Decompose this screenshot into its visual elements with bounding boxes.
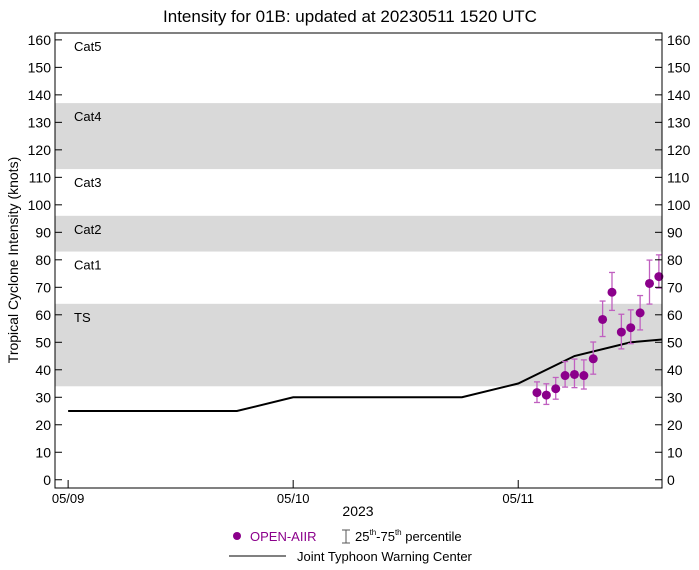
y-tick-label-right: 160 (667, 32, 691, 48)
y-tick-label-left: 20 (35, 417, 51, 433)
y-tick-label-left: 90 (35, 224, 51, 240)
category-label-cat3: Cat3 (74, 175, 101, 190)
y-tick-label-left: 160 (28, 32, 52, 48)
open-aiir-point (644, 278, 654, 288)
y-tick-label-right: 150 (667, 59, 691, 75)
y-tick-label-right: 120 (667, 142, 691, 158)
x-tick-label: 05/10 (277, 491, 310, 506)
y-tick-label-right: 20 (667, 417, 683, 433)
y-tick-label-left: 60 (35, 307, 51, 323)
y-tick-label-left: 130 (28, 114, 52, 130)
x-axis-label: 2023 (342, 503, 373, 519)
y-tick-label-right: 110 (667, 169, 690, 185)
y-tick-label-left: 100 (28, 197, 52, 213)
plot-frame (54, 32, 663, 489)
y-tick-label-left: 30 (35, 389, 51, 405)
open-aiir-point (616, 327, 626, 337)
y-tick-label-left: 70 (35, 279, 51, 295)
y-tick-label-right: 140 (667, 87, 691, 103)
open-aiir-point (607, 287, 617, 297)
category-label-ts: TS (74, 310, 91, 325)
y-tick-label-right: 70 (667, 279, 683, 295)
y-tick-label-right: 100 (667, 197, 691, 213)
y-tick-label-right: 80 (667, 252, 683, 268)
open-aiir-point (598, 314, 608, 324)
open-aiir-point (654, 272, 664, 282)
y-tick-label-right: 130 (667, 114, 691, 130)
legend: OPEN-AIIR 25th-75th percentile Joint Typ… (229, 528, 473, 564)
band-cat2 (55, 215, 662, 252)
legend-percentile-icon (342, 529, 350, 544)
legend-open-aiir-label: OPEN-AIIR (250, 529, 316, 544)
category-label-cat4: Cat4 (74, 109, 101, 124)
open-aiir-point (532, 388, 542, 398)
y-tick-label-left: 10 (35, 444, 51, 460)
open-aiir-point (551, 384, 561, 394)
y-tick-label-right: 50 (667, 334, 683, 350)
y-tick-label-left: 40 (35, 362, 51, 378)
y-tick-label-left: 150 (28, 59, 52, 75)
open-aiir-point (579, 371, 589, 381)
error-bar (655, 254, 662, 289)
chart-title: Intensity for 01B: updated at 20230511 1… (163, 7, 537, 26)
category-label-cat5: Cat5 (74, 39, 101, 54)
y-tick-label-left: 80 (35, 252, 51, 268)
y-tick-label-left: 120 (28, 142, 52, 158)
y-tick-label-right: 10 (667, 444, 683, 460)
band-cat4 (55, 103, 662, 170)
y-axis-label: Tropical Cyclone Intensity (knots) (5, 157, 21, 363)
legend-jtwc-label: Joint Typhoon Warning Center (297, 549, 473, 564)
category-label-cat2: Cat2 (74, 222, 101, 237)
open-aiir-point (541, 390, 551, 400)
y-tick-label-right: 0 (667, 472, 675, 488)
y-tick-label-right: 90 (667, 224, 683, 240)
y-tick-label-right: 30 (667, 389, 683, 405)
open-aiir-point (588, 354, 598, 364)
y-tick-label-left: 0 (43, 472, 51, 488)
y-tick-label-right: 40 (667, 362, 683, 378)
legend-open-aiir-marker (233, 532, 241, 540)
open-aiir-point (569, 369, 579, 379)
x-tick-label: 05/09 (52, 491, 85, 506)
y-tick-label-left: 110 (29, 169, 52, 185)
band-ts (55, 303, 662, 387)
open-aiir-point (626, 323, 636, 333)
y-tick-label-left: 140 (28, 87, 52, 103)
category-label-cat1: Cat1 (74, 258, 101, 273)
y-tick-label-left: 50 (35, 334, 51, 350)
legend-percentile-label: 25th-75th percentile (355, 528, 462, 544)
open-aiir-point (635, 308, 645, 318)
open-aiir-point (560, 371, 570, 381)
x-tick-label: 05/11 (502, 491, 534, 506)
y-tick-label-right: 60 (667, 307, 683, 323)
